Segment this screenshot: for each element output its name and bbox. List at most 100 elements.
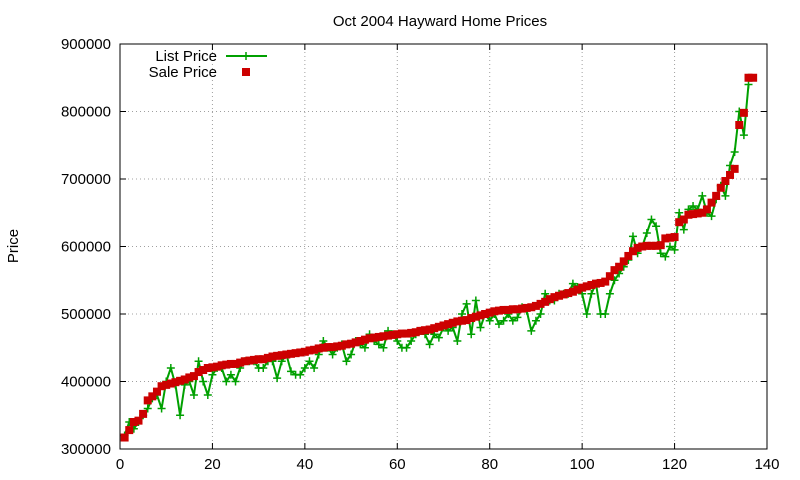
sale-price-point: [744, 73, 753, 82]
list-price-point: [744, 80, 753, 89]
sale-price-point: [176, 376, 185, 385]
list-price-point: [273, 374, 282, 383]
y-tick-label: 300000: [61, 441, 111, 458]
series-sale-price: [120, 73, 758, 442]
list-price-point: [601, 310, 610, 318]
sale-price-point: [670, 233, 679, 242]
sale-price-point: [286, 349, 295, 358]
sale-price-point: [217, 361, 226, 370]
sale-price-point: [647, 241, 656, 250]
list-price-point: [605, 289, 614, 298]
list-price-point: [730, 148, 739, 156]
sale-price-point: [310, 345, 319, 354]
sale-price-point: [194, 368, 203, 377]
sale-price-point: [527, 303, 536, 312]
sale-price-point: [471, 312, 480, 321]
sale-price-point: [240, 357, 249, 366]
sale-price-point: [462, 316, 471, 325]
sale-price-point: [328, 343, 337, 352]
sale-price-point: [213, 362, 222, 371]
list-price-point: [393, 337, 402, 345]
sale-price-point: [448, 318, 457, 327]
sale-price-point: [282, 350, 291, 359]
list-price-point: [157, 404, 166, 413]
sale-price-point: [545, 295, 554, 304]
sale-price-point: [508, 305, 517, 314]
sale-price-point: [619, 257, 628, 266]
sale-price-point: [707, 198, 716, 207]
list-price-point: [721, 191, 730, 200]
list-price-point: [665, 242, 674, 251]
list-price-point: [328, 350, 337, 359]
sale-price-point: [393, 330, 402, 339]
list-price-point: [652, 222, 661, 231]
list-price-point: [379, 343, 388, 352]
x-tick-label: 40: [297, 456, 314, 473]
sale-price-point: [735, 121, 744, 129]
sale-price-point: [513, 305, 522, 314]
list-price-point: [402, 343, 411, 352]
y-tick-label: 500000: [61, 306, 111, 323]
sale-price-point: [337, 341, 346, 350]
legend-label: Sale Price: [149, 64, 217, 81]
sale-price-point: [259, 355, 268, 364]
sale-price-point: [129, 418, 138, 426]
sale-price-point: [356, 337, 365, 345]
list-price-point: [208, 370, 217, 379]
list-price-point: [707, 212, 716, 221]
sale-price-point: [134, 416, 143, 425]
list-price-point: [679, 225, 688, 234]
list-price-point: [656, 249, 665, 258]
sale-price-point: [476, 311, 485, 320]
chart-title: Oct 2004 Hayward Home Prices: [333, 13, 547, 30]
sale-price-point: [222, 360, 231, 369]
y-axis-label: Price: [5, 229, 22, 263]
list-price-point: [494, 320, 503, 329]
sale-price-point: [226, 359, 235, 368]
list-price-point: [527, 326, 536, 335]
list-price-point: [259, 364, 268, 372]
sale-price-point: [157, 382, 166, 391]
x-tick-label: 120: [662, 456, 687, 473]
sale-price-point: [189, 372, 198, 381]
legend-item-sale-price: Sale Price: [149, 64, 250, 81]
sale-price-point: [656, 241, 665, 250]
sale-price-point: [693, 209, 702, 218]
list-price-point: [467, 330, 476, 339]
sale-price-point: [314, 344, 323, 353]
sale-price-point: [171, 378, 180, 387]
x-tick-label: 80: [481, 456, 498, 473]
plot-series: [120, 73, 758, 442]
sale-price-point: [291, 349, 300, 358]
list-price-point: [739, 131, 748, 140]
list-price-point: [670, 245, 679, 254]
sale-price-point: [411, 328, 420, 337]
y-tick-label: 800000: [61, 104, 111, 121]
list-price-point: [347, 350, 356, 359]
sale-price-point: [231, 359, 240, 368]
list-price-point: [360, 343, 369, 352]
x-tick-label: 60: [389, 456, 406, 473]
sale-price-point: [296, 348, 305, 357]
x-tick-label: 20: [204, 456, 221, 473]
sale-price-point: [254, 355, 263, 364]
sale-price-point: [425, 325, 434, 334]
y-tick-label: 600000: [61, 239, 111, 256]
sale-price-point: [277, 351, 286, 360]
list-price-point: [296, 370, 305, 379]
list-price-point: [342, 357, 351, 366]
sale-price-point: [481, 310, 490, 318]
sale-price-point: [499, 305, 508, 314]
sale-price-point: [573, 285, 582, 294]
sale-price-point: [120, 433, 129, 442]
sale-price-point: [407, 328, 416, 337]
sale-price-point: [490, 307, 499, 316]
sale-price-point: [430, 324, 439, 333]
sale-price-point: [300, 347, 309, 356]
list-price-point: [457, 310, 466, 318]
list-price-point: [166, 364, 175, 372]
sale-price-point: [555, 291, 564, 300]
sale-price-point: [578, 283, 587, 292]
list-price-point: [610, 276, 619, 285]
sale-price-point: [665, 233, 674, 242]
